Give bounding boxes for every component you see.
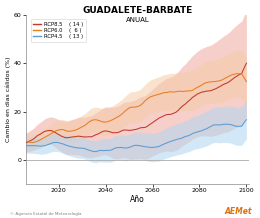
Text: ANUAL: ANUAL [125,17,149,23]
Text: © Agencia Estatal de Meteorología: © Agencia Estatal de Meteorología [10,212,82,216]
Title: GUADALETE-BARBATE: GUADALETE-BARBATE [82,5,192,15]
Y-axis label: Cambio en dias cálidos (%): Cambio en dias cálidos (%) [5,57,11,142]
X-axis label: Año: Año [130,195,145,204]
Text: AEMet: AEMet [225,207,252,216]
Legend: RCP8.5    ( 14 ), RCP6.0    (  6 ), RCP4.5    ( 13 ): RCP8.5 ( 14 ), RCP6.0 ( 6 ), RCP4.5 ( 13… [31,19,86,42]
